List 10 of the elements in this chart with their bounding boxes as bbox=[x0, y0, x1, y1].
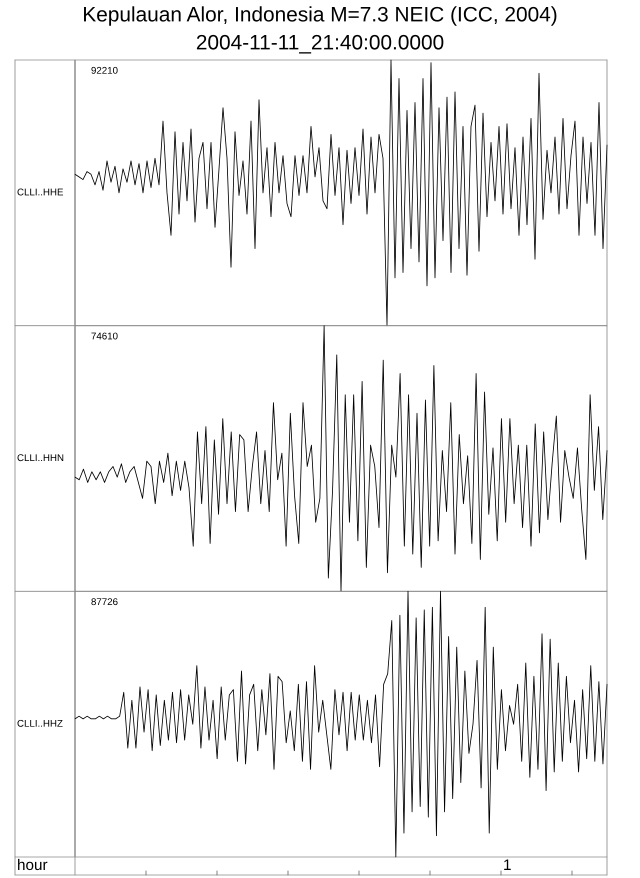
y-axis-title: CLLI..HHN bbox=[17, 454, 64, 462]
chart-title: Kepulauan Alor, Indonesia M=7.3 NEIC (ICC, 2004) bbox=[84, 6, 556, 26]
text: 1 bbox=[504, 859, 511, 870]
y-axis-title: CLLI..HHE bbox=[17, 188, 64, 196]
y-axis-title: CLLI..HHZ bbox=[17, 720, 63, 727]
x-axis-title: hour bbox=[18, 858, 48, 870]
chart-subtitle: 2004-11-11_21:40:00.0000 bbox=[196, 34, 444, 54]
annotation: 92210 bbox=[91, 66, 118, 74]
annotation: 87726 bbox=[91, 598, 118, 606]
annotation: 74610 bbox=[91, 332, 118, 340]
